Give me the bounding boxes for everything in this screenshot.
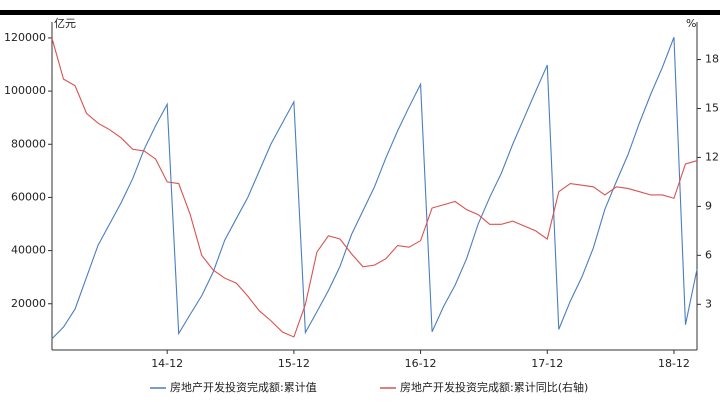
y-tick-label: 40000	[11, 244, 46, 257]
y-tick-label: 100000	[4, 84, 46, 97]
legend-label: 房地产开发投资完成额:累计同比(右轴)	[400, 380, 588, 394]
y2-unit: %	[686, 17, 696, 30]
y-unit: 亿元	[54, 17, 76, 30]
legend-label: 房地产开发投资完成额:累计值	[170, 380, 317, 394]
y-tick-label: 80000	[11, 137, 46, 150]
y-tick-label: 120000	[4, 31, 46, 44]
y-tick-label: 60000	[11, 190, 46, 203]
y2-tick-label: 9	[705, 199, 712, 212]
y-tick-label: 20000	[11, 297, 46, 310]
top-bar	[0, 10, 720, 15]
y2-tick-label: 6	[705, 248, 712, 261]
series-line	[51, 37, 698, 340]
x-tick-label: 14-12	[151, 357, 183, 370]
x-tick-label: 17-12	[531, 357, 563, 370]
y2-tick-label: 12	[705, 150, 719, 163]
series-line	[51, 38, 698, 338]
x-tick-label: 15-12	[278, 357, 310, 370]
x-tick-label: 18-12	[658, 357, 690, 370]
x-tick-label: 16-12	[405, 357, 437, 370]
y2-tick-label: 18	[705, 53, 719, 66]
y2-tick-label: 3	[705, 297, 712, 310]
y2-tick-label: 15	[705, 101, 719, 114]
